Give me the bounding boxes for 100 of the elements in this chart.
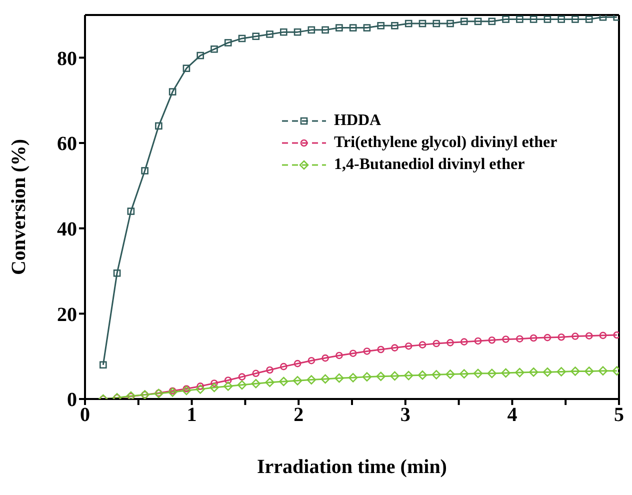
point (558, 16, 565, 23)
point (530, 16, 538, 23)
point (530, 334, 538, 342)
point (542, 367, 552, 377)
point (196, 384, 205, 394)
point (474, 337, 482, 345)
point (446, 370, 455, 379)
point (223, 382, 233, 391)
point (572, 332, 579, 340)
point (488, 336, 496, 344)
point (446, 339, 454, 346)
x-tick-label: 2 (294, 404, 304, 426)
point (336, 352, 343, 360)
point (502, 16, 510, 23)
point (585, 332, 593, 340)
point (516, 335, 524, 342)
point (404, 20, 412, 28)
point (210, 45, 218, 53)
point (280, 28, 288, 36)
point (418, 20, 426, 28)
point (584, 366, 594, 376)
point (418, 341, 426, 348)
point (252, 370, 260, 378)
point (572, 16, 579, 23)
point (501, 368, 510, 378)
point (336, 24, 343, 32)
point (266, 366, 274, 374)
point (474, 18, 482, 26)
point (473, 368, 483, 378)
point (292, 376, 302, 386)
point (322, 26, 329, 34)
legend-label: HDDA (334, 112, 382, 130)
point (516, 16, 524, 23)
point (238, 34, 246, 42)
point (362, 372, 372, 382)
point (363, 348, 371, 355)
point (196, 382, 204, 390)
point (570, 366, 580, 376)
point (238, 373, 246, 380)
y-axis-title: Conversion (%) (8, 138, 30, 276)
point (168, 88, 176, 96)
point (515, 368, 524, 378)
point (349, 24, 357, 32)
point (544, 334, 552, 342)
point (252, 32, 260, 40)
point (306, 375, 316, 384)
x-tick-label: 4 (507, 404, 518, 426)
point (404, 370, 414, 380)
point (528, 367, 538, 377)
point (308, 26, 316, 34)
point (599, 332, 607, 340)
point (390, 371, 400, 381)
point (432, 340, 440, 348)
point (251, 378, 261, 388)
point (320, 374, 330, 384)
point (210, 380, 218, 387)
x-tick-label: 3 (400, 404, 410, 426)
point (334, 373, 344, 383)
point (322, 354, 329, 362)
point (155, 122, 162, 130)
point (556, 367, 566, 376)
point (432, 20, 440, 28)
point (100, 361, 107, 369)
point (460, 18, 468, 26)
point (460, 338, 468, 346)
point (294, 28, 302, 36)
point (418, 370, 428, 380)
point (348, 373, 358, 382)
point (210, 382, 219, 392)
point (377, 346, 384, 354)
point (544, 16, 552, 23)
x-tick-label: 1 (186, 404, 197, 426)
legend-label: Tri(ethylene glycol) divinyl ether (334, 134, 558, 152)
point (279, 376, 288, 386)
y-tick-label: 20 (57, 304, 77, 326)
y-tick-label: 60 (57, 133, 77, 156)
point (446, 20, 454, 28)
point (265, 378, 274, 388)
x-tick-label: 5 (614, 404, 624, 426)
point (363, 24, 371, 32)
point (182, 64, 190, 72)
point (488, 18, 496, 26)
point (558, 333, 565, 341)
point (237, 380, 247, 390)
point (598, 366, 608, 376)
point (266, 30, 274, 38)
point (585, 16, 593, 23)
point (391, 22, 398, 30)
y-tick-label: 40 (57, 218, 77, 240)
point (404, 342, 412, 350)
point (599, 15, 607, 21)
point (113, 269, 121, 277)
point (196, 52, 204, 60)
x-axis-title: Irradiation time (min) (257, 456, 447, 478)
point (487, 368, 497, 378)
point (502, 336, 510, 343)
legend-label: 1,4-Butanediol divinyl ether (334, 156, 525, 174)
point (432, 370, 442, 380)
point (224, 376, 232, 384)
point (141, 167, 148, 174)
